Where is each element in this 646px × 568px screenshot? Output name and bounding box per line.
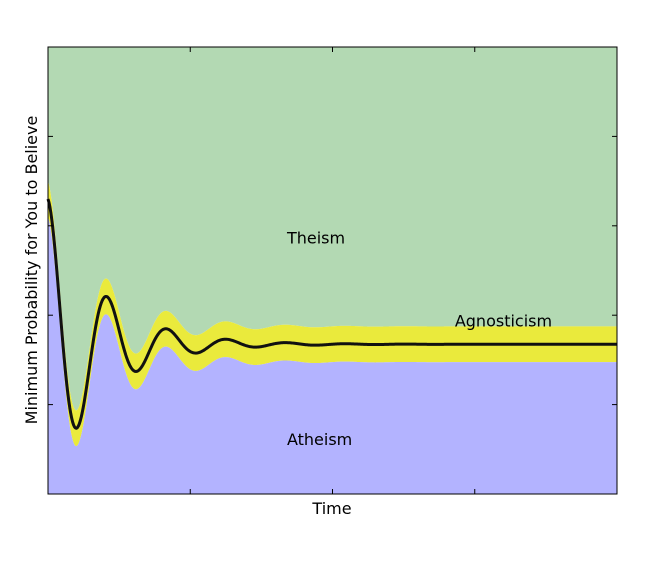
atheism-label: Atheism [287, 430, 352, 449]
x-axis-label: Time [311, 499, 351, 518]
theism-label: Theism [286, 229, 345, 248]
atheism-region [48, 216, 617, 495]
axis-ticks [48, 47, 617, 494]
region-labels: Theism Agnosticism Atheism [286, 229, 552, 449]
belief-threshold-line [46, 198, 618, 430]
y-axis-label: Minimum Probability for You to Believe [22, 116, 41, 425]
agnosticism-label: Agnosticism [455, 311, 552, 330]
theism-region [48, 47, 617, 411]
agnosticism-band [48, 181, 617, 447]
plot-frame [47, 46, 618, 495]
